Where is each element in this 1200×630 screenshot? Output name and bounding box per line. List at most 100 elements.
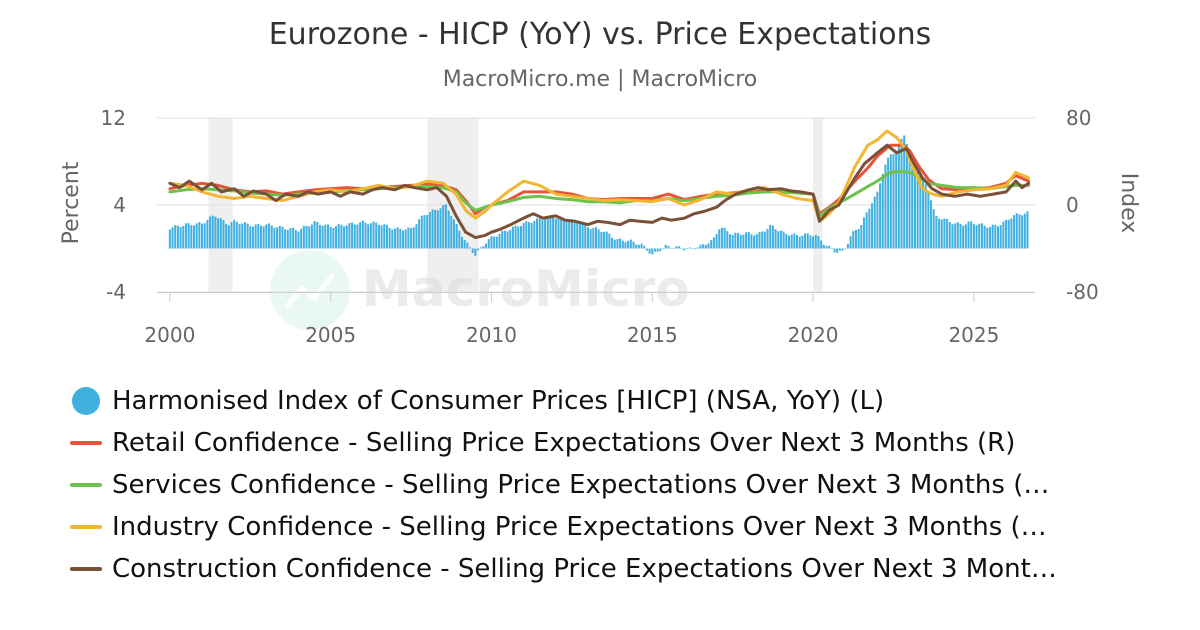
hicp-bar xyxy=(881,173,884,249)
hicp-bar xyxy=(935,216,938,249)
hicp-bar xyxy=(310,224,313,249)
hicp-bar xyxy=(533,220,536,249)
hicp-bar xyxy=(233,219,236,249)
hicp-bar xyxy=(578,223,581,249)
hicp-bar xyxy=(217,218,220,249)
hicp-bar xyxy=(246,223,249,249)
hicp-bar xyxy=(876,191,879,249)
hicp-bar xyxy=(653,248,656,252)
hicp-bar xyxy=(452,219,455,249)
hicp-bar xyxy=(678,246,681,249)
hicp-bar xyxy=(959,223,962,249)
hicp-bar xyxy=(549,215,552,249)
hicp-bar xyxy=(619,238,622,249)
hicp-bar xyxy=(493,236,496,249)
hicp-bar xyxy=(871,203,874,249)
hicp-bar xyxy=(270,225,273,249)
legend-item-hicp[interactable]: Harmonised Index of Consumer Prices [HIC… xyxy=(70,380,1170,422)
hicp-bar xyxy=(418,219,421,249)
hicp-bar xyxy=(391,229,394,249)
hicp-bar xyxy=(804,233,807,249)
hicp-bar xyxy=(222,219,225,249)
hicp-bar xyxy=(656,248,659,252)
hicp-bar xyxy=(889,154,892,249)
hicp-bar xyxy=(439,208,442,249)
legend-item-industry[interactable]: Industry Confidence - Selling Price Expe… xyxy=(70,506,1170,548)
legend-item-services[interactable]: Services Confidence - Selling Price Expe… xyxy=(70,464,1170,506)
hicp-bar xyxy=(911,158,914,249)
hicp-bar xyxy=(410,228,413,249)
hicp-bar xyxy=(731,234,734,249)
hicp-bar xyxy=(857,228,860,249)
hicp-bar xyxy=(718,229,721,249)
hicp-bar xyxy=(431,209,434,249)
hicp-bar xyxy=(519,226,522,249)
hicp-bar xyxy=(308,226,311,249)
hicp-bar xyxy=(227,225,230,249)
hicp-bar xyxy=(766,228,769,249)
hicp-bar xyxy=(624,242,627,249)
hicp-bar xyxy=(675,246,678,249)
watermark: MacroMicro xyxy=(270,250,690,330)
hicp-bar xyxy=(702,244,705,249)
hicp-bar xyxy=(798,236,801,249)
hicp-bar xyxy=(844,248,847,250)
hicp-bar xyxy=(747,232,750,249)
hicp-bar xyxy=(198,222,201,249)
hicp-bar xyxy=(863,217,866,249)
hicp-bar xyxy=(983,225,986,249)
hicp-bar xyxy=(297,231,300,249)
hicp-bar xyxy=(209,216,212,249)
hicp-bar xyxy=(503,230,506,249)
hicp-bar xyxy=(753,235,756,249)
hicp-bars xyxy=(168,135,1029,256)
hicp-bar xyxy=(251,226,254,249)
hicp-bar xyxy=(182,226,185,249)
hicp-bar xyxy=(943,218,946,249)
hicp-bar xyxy=(632,241,635,249)
hicp-bar xyxy=(581,222,584,249)
hicp-bar xyxy=(359,222,362,249)
legend-marker xyxy=(70,512,102,542)
hicp-bar xyxy=(932,209,935,249)
hicp-bar xyxy=(694,248,697,250)
hicp-bar xyxy=(538,218,541,249)
hicp-bar xyxy=(919,174,922,249)
hicp-bar xyxy=(951,224,954,249)
hicp-bar xyxy=(994,224,997,249)
hicp-bar xyxy=(978,223,981,249)
hicp-bar xyxy=(605,231,608,249)
hicp-bar xyxy=(608,233,611,249)
hicp-bar xyxy=(940,219,943,249)
hicp-bar xyxy=(509,229,512,249)
hicp-bar xyxy=(415,224,418,249)
hicp-bar xyxy=(570,219,573,249)
hicp-bar xyxy=(388,227,391,249)
hicp-bar xyxy=(552,216,555,249)
hicp-bar xyxy=(420,215,423,249)
hicp-bar xyxy=(506,231,509,249)
hicp-bar xyxy=(887,157,890,249)
legend-item-construction[interactable]: Construction Confidence - Selling Price … xyxy=(70,548,1170,590)
hicp-bar xyxy=(517,226,520,249)
hicp-bar xyxy=(720,227,723,249)
hicp-bar xyxy=(450,216,453,249)
hicp-bar xyxy=(986,227,989,249)
hicp-bar xyxy=(284,229,287,249)
hicp-bar xyxy=(527,222,531,249)
chart-svg: Eurozone - HICP (YoY) vs. Price Expectat… xyxy=(59,17,1141,347)
legend-item-retail[interactable]: Retail Confidence - Selling Price Expect… xyxy=(70,422,1170,464)
hicp-bar xyxy=(254,224,257,249)
hicp-bar xyxy=(184,223,187,249)
hicp-bar xyxy=(779,230,782,249)
hicp-bar xyxy=(696,247,699,249)
legend-label: Harmonised Index of Consumer Prices [HIC… xyxy=(112,386,885,416)
hicp-bar xyxy=(796,234,799,249)
hicp-bar xyxy=(326,224,329,249)
hicp-bar xyxy=(785,233,788,249)
hicp-bar xyxy=(999,225,1002,249)
hicp-bar xyxy=(600,231,603,249)
legend-marker xyxy=(70,386,102,416)
hicp-bar xyxy=(402,230,405,249)
hicp-bar xyxy=(345,225,348,249)
